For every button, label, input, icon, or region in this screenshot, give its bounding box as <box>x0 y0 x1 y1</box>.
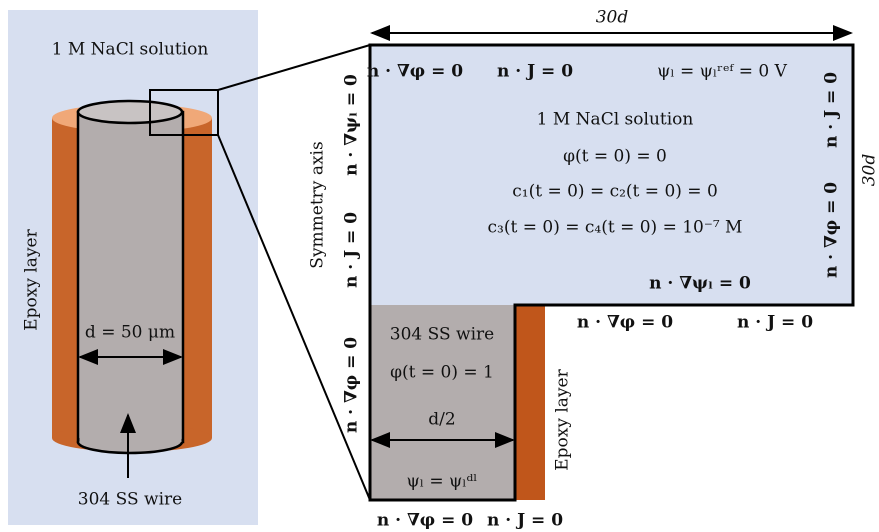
wire-label: d/2 <box>428 410 455 430</box>
solution-region <box>370 45 853 305</box>
wire-label: 304 SS wire <box>390 325 494 345</box>
boundary-condition: ψₗ = ψₗʳᵉᶠ = 0 V <box>657 62 787 82</box>
zoom-line <box>217 44 371 91</box>
domain-outline <box>368 43 855 502</box>
initial-condition: φ(t = 0) = 0 <box>563 147 667 167</box>
boundary-condition: n · J = 0 <box>487 511 563 531</box>
initial-condition: c₁(t = 0) = c₂(t = 0) = 0 <box>512 182 718 202</box>
initial-condition: 1 M NaCl solution <box>537 110 694 130</box>
boundary-condition: n · ∇φ = 0 <box>367 62 463 82</box>
cylinder <box>52 99 212 455</box>
epoxy-region <box>515 305 545 500</box>
height-label: 30d <box>860 154 879 187</box>
left-wire-label: 304 SS wire <box>78 490 182 510</box>
boundary-condition: n · ∇φ = 0 <box>377 511 473 531</box>
wire-region <box>370 305 515 500</box>
boundary-condition: n · J = 0 <box>342 212 362 288</box>
initial-condition: n · ∇ψₗ = 0 <box>649 274 751 294</box>
diameter-label: d = 50 μm <box>85 323 175 343</box>
zoom-box <box>149 89 219 136</box>
boundary-condition: n · ∇ψₗ = 0 <box>342 74 362 176</box>
boundary-condition: n · ∇φ = 0 <box>342 337 362 433</box>
boundary-condition: n · J = 0 <box>497 62 573 82</box>
symmetry-label: Symmetry axis <box>308 141 328 268</box>
wire-label: ψₗ = ψₗᵈˡ <box>407 472 478 492</box>
left-title: 1 M NaCl solution <box>52 40 209 60</box>
wire-label: φ(t = 0) = 1 <box>390 363 494 383</box>
width-label: 30d <box>596 8 629 28</box>
boundary-condition: n · J = 0 <box>822 72 842 148</box>
left-epoxy-label: Epoxy layer <box>22 228 42 330</box>
boundary-condition: n · J = 0 <box>737 313 813 333</box>
epoxy-label: Epoxy layer <box>553 368 573 470</box>
zoom-line <box>217 134 371 501</box>
initial-condition: c₃(t = 0) = c₄(t = 0) = 10⁻⁷ M <box>488 218 743 238</box>
boundary-condition: n · ∇φ = 0 <box>822 182 842 278</box>
boundary-condition: n · ∇φ = 0 <box>577 313 673 333</box>
